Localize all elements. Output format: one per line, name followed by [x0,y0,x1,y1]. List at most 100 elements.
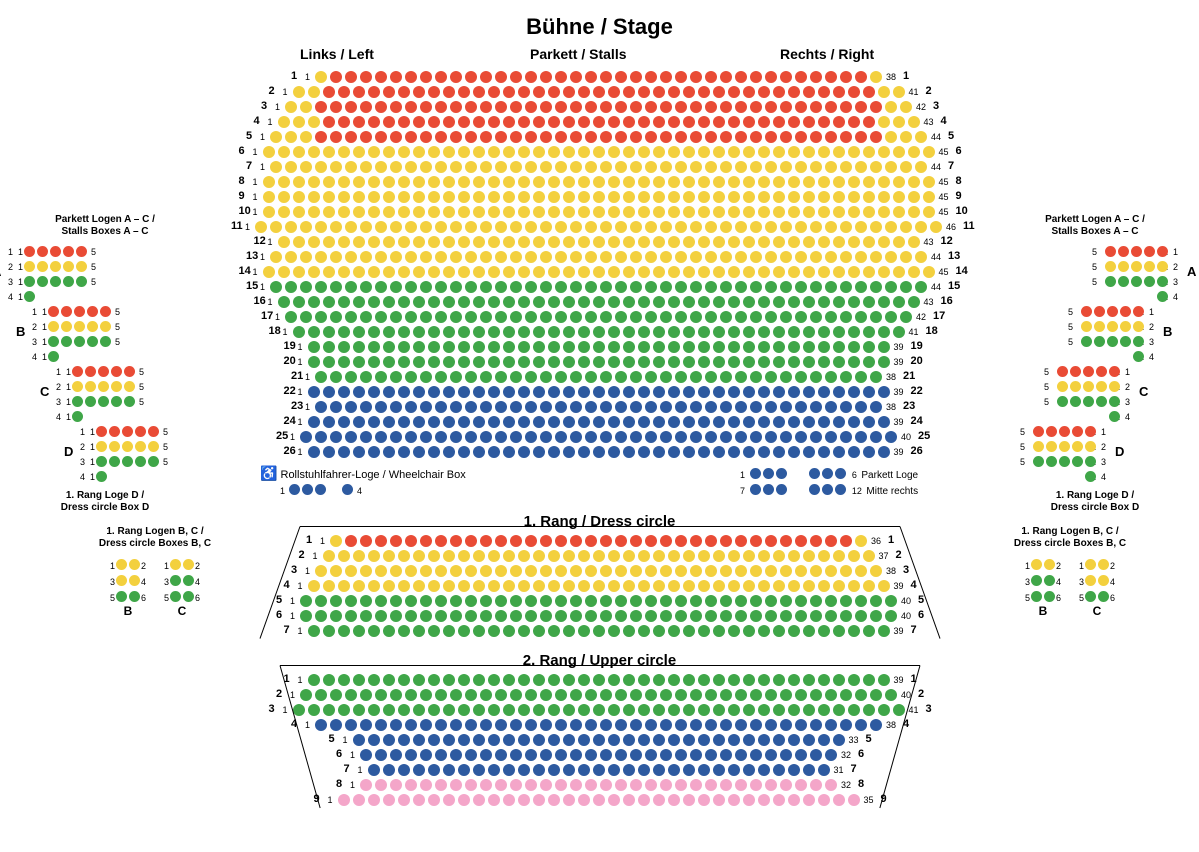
seat[interactable] [585,689,597,701]
seat[interactable] [735,161,747,173]
seat[interactable] [465,131,477,143]
seat[interactable] [675,371,687,383]
seat[interactable] [795,281,807,293]
seat[interactable] [398,86,410,98]
seat[interactable] [548,674,560,686]
seat[interactable] [563,734,575,746]
seat[interactable] [698,326,710,338]
seat[interactable] [533,446,545,458]
seat[interactable] [503,386,515,398]
seat[interactable] [135,426,146,437]
seat[interactable] [848,550,860,562]
seat[interactable] [375,281,387,293]
seat[interactable] [488,266,500,278]
seat[interactable] [848,191,860,203]
seat[interactable] [540,431,552,443]
seat[interactable] [300,161,312,173]
seat[interactable] [638,356,650,368]
seat[interactable] [570,71,582,83]
seat[interactable] [833,116,845,128]
seat[interactable] [398,625,410,637]
seat[interactable] [833,580,845,592]
seat[interactable] [1118,261,1129,272]
seat[interactable] [63,246,74,257]
seat[interactable] [375,431,387,443]
seat[interactable] [810,371,822,383]
seat[interactable] [653,146,665,158]
seat[interactable] [818,206,830,218]
seat[interactable] [98,396,109,407]
seat[interactable] [735,689,747,701]
seat[interactable] [818,446,830,458]
seat[interactable] [615,719,627,731]
seat[interactable] [1120,321,1131,332]
seat[interactable] [615,610,627,622]
seat[interactable] [690,131,702,143]
seat[interactable] [353,236,365,248]
seat[interactable] [540,221,552,233]
seat[interactable] [390,221,402,233]
seat[interactable] [450,431,462,443]
seat[interactable] [96,426,107,437]
seat[interactable] [653,236,665,248]
seat[interactable] [600,595,612,607]
seat[interactable] [338,674,350,686]
seat[interactable] [330,281,342,293]
seat[interactable] [548,704,560,716]
seat[interactable] [465,719,477,731]
seat[interactable] [668,416,680,428]
seat[interactable] [593,386,605,398]
seat[interactable] [368,416,380,428]
seat[interactable] [818,146,830,158]
seat[interactable] [773,674,785,686]
seat[interactable] [495,101,507,113]
seat[interactable] [458,206,470,218]
seat[interactable] [660,610,672,622]
seat[interactable] [375,161,387,173]
seat[interactable] [302,484,313,495]
seat[interactable] [758,550,770,562]
seat[interactable] [1081,336,1092,347]
seat[interactable] [533,236,545,248]
seat[interactable] [743,704,755,716]
seat[interactable] [735,595,747,607]
seat[interactable] [383,764,395,776]
seat[interactable] [593,176,605,188]
seat[interactable] [420,281,432,293]
seat[interactable] [398,356,410,368]
seat[interactable] [480,281,492,293]
seat[interactable] [1044,559,1055,570]
seat[interactable] [1118,276,1129,287]
seat[interactable] [111,396,122,407]
seat[interactable] [855,281,867,293]
seat[interactable] [495,610,507,622]
seat[interactable] [585,131,597,143]
seat[interactable] [765,221,777,233]
seat[interactable] [495,131,507,143]
seat[interactable] [788,326,800,338]
seat[interactable] [683,446,695,458]
seat[interactable] [743,446,755,458]
seat[interactable] [630,779,642,791]
seat[interactable] [763,484,774,495]
seat[interactable] [353,446,365,458]
seat[interactable] [885,161,897,173]
seat[interactable] [788,704,800,716]
seat[interactable] [668,704,680,716]
seat[interactable] [533,674,545,686]
seat[interactable] [518,356,530,368]
seat[interactable] [398,116,410,128]
seat[interactable] [705,311,717,323]
seat[interactable] [518,625,530,637]
seat[interactable] [705,131,717,143]
seat[interactable] [840,281,852,293]
seat[interactable] [338,86,350,98]
seat[interactable] [323,146,335,158]
seat[interactable] [683,341,695,353]
seat[interactable] [803,386,815,398]
seat[interactable] [810,281,822,293]
seat[interactable] [375,131,387,143]
seat[interactable] [795,71,807,83]
seat[interactable] [878,416,890,428]
seat[interactable] [698,446,710,458]
